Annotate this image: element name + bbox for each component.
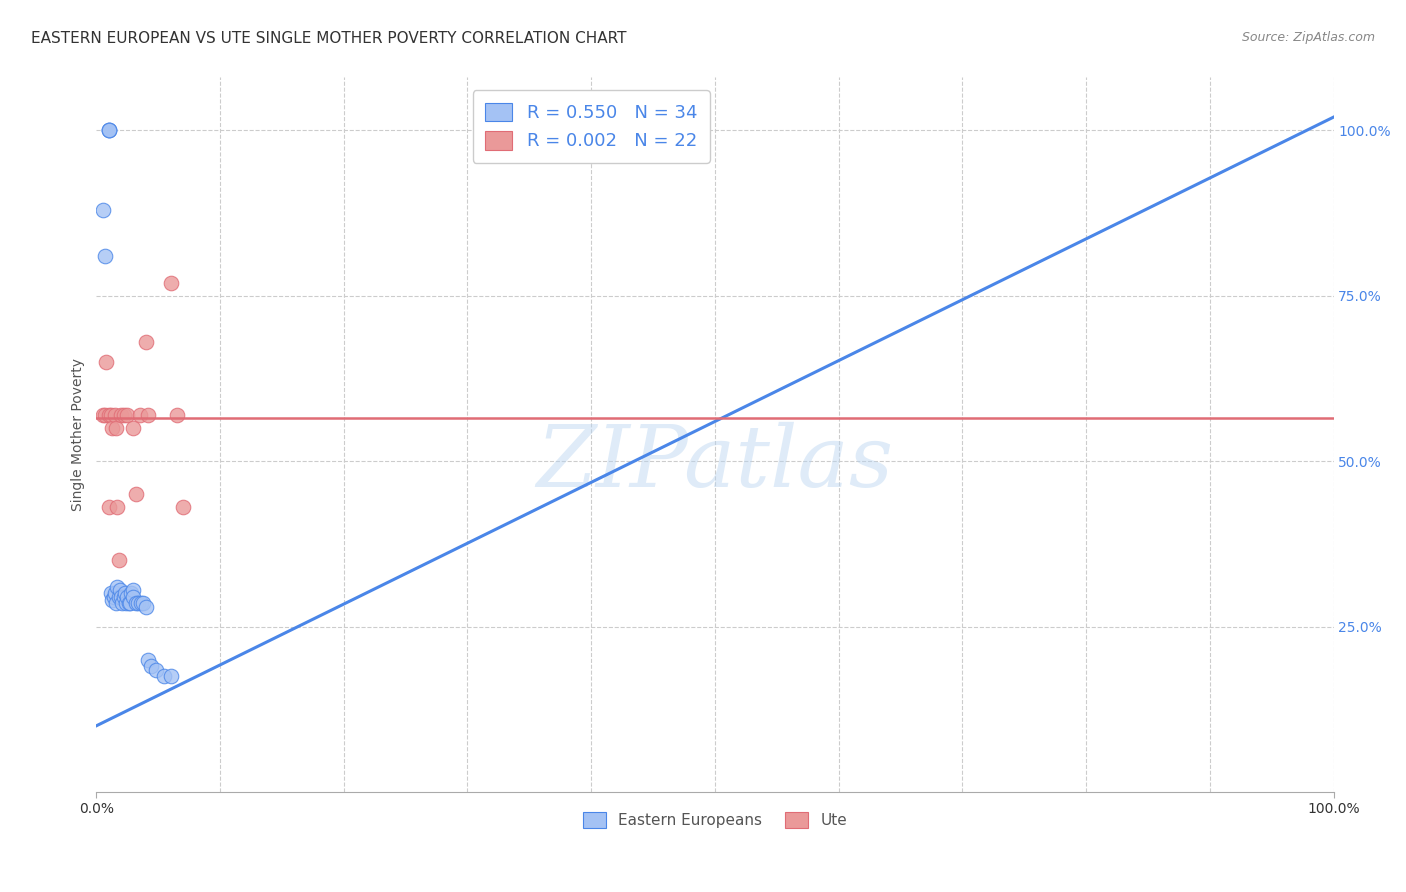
Point [125, 487, 148, 501]
Point [97, 500, 120, 515]
Point [166, 408, 188, 422]
Point [112, 590, 135, 604]
Point [103, 590, 125, 604]
Point [108, 583, 131, 598]
Point [172, 500, 194, 515]
Point [145, 663, 167, 677]
Point [129, 596, 152, 610]
Text: Source: ZipAtlas.com: Source: ZipAtlas.com [1241, 31, 1375, 45]
Point [159, 669, 181, 683]
Legend: Eastern Europeans, Ute: Eastern Europeans, Ute [576, 806, 853, 834]
Point [107, 590, 129, 604]
Point [135, 334, 157, 349]
Point [118, 596, 141, 610]
Point [114, 586, 136, 600]
Text: ZIPatlas: ZIPatlas [536, 422, 893, 505]
Point [97, 408, 120, 422]
Point [110, 408, 132, 422]
Point [107, 553, 129, 567]
Point [136, 408, 159, 422]
Point [101, 421, 124, 435]
Point [159, 276, 181, 290]
Point [139, 659, 162, 673]
Point [110, 590, 132, 604]
Point [104, 408, 127, 422]
Point [104, 586, 127, 600]
Point [97, 123, 120, 137]
Point [120, 586, 142, 600]
Point [117, 408, 139, 422]
Point [132, 596, 155, 610]
Point [94, 249, 117, 263]
Point [122, 583, 145, 598]
Point [96, 355, 118, 369]
Text: EASTERN EUROPEAN VS UTE SINGLE MOTHER POVERTY CORRELATION CHART: EASTERN EUROPEAN VS UTE SINGLE MOTHER PO… [31, 31, 627, 46]
Point [97, 123, 120, 137]
Y-axis label: Single Mother Poverty: Single Mother Poverty [72, 359, 86, 511]
Point [117, 596, 139, 610]
Point [105, 596, 128, 610]
Point [91, 202, 114, 217]
Point [105, 421, 128, 435]
Point [117, 590, 139, 604]
Point [111, 596, 134, 610]
Point [135, 599, 157, 614]
Point [100, 408, 122, 422]
Point [122, 421, 145, 435]
Point [127, 596, 149, 610]
Point [105, 580, 128, 594]
Point [136, 653, 159, 667]
Point [112, 408, 135, 422]
Point [105, 500, 128, 515]
Point [94, 408, 117, 422]
Point [122, 590, 145, 604]
Point [153, 669, 176, 683]
Point [115, 596, 138, 610]
Point [101, 593, 124, 607]
Point [97, 123, 120, 137]
Point [128, 408, 150, 422]
Point [125, 596, 148, 610]
Point [91, 408, 114, 422]
Point [100, 586, 122, 600]
